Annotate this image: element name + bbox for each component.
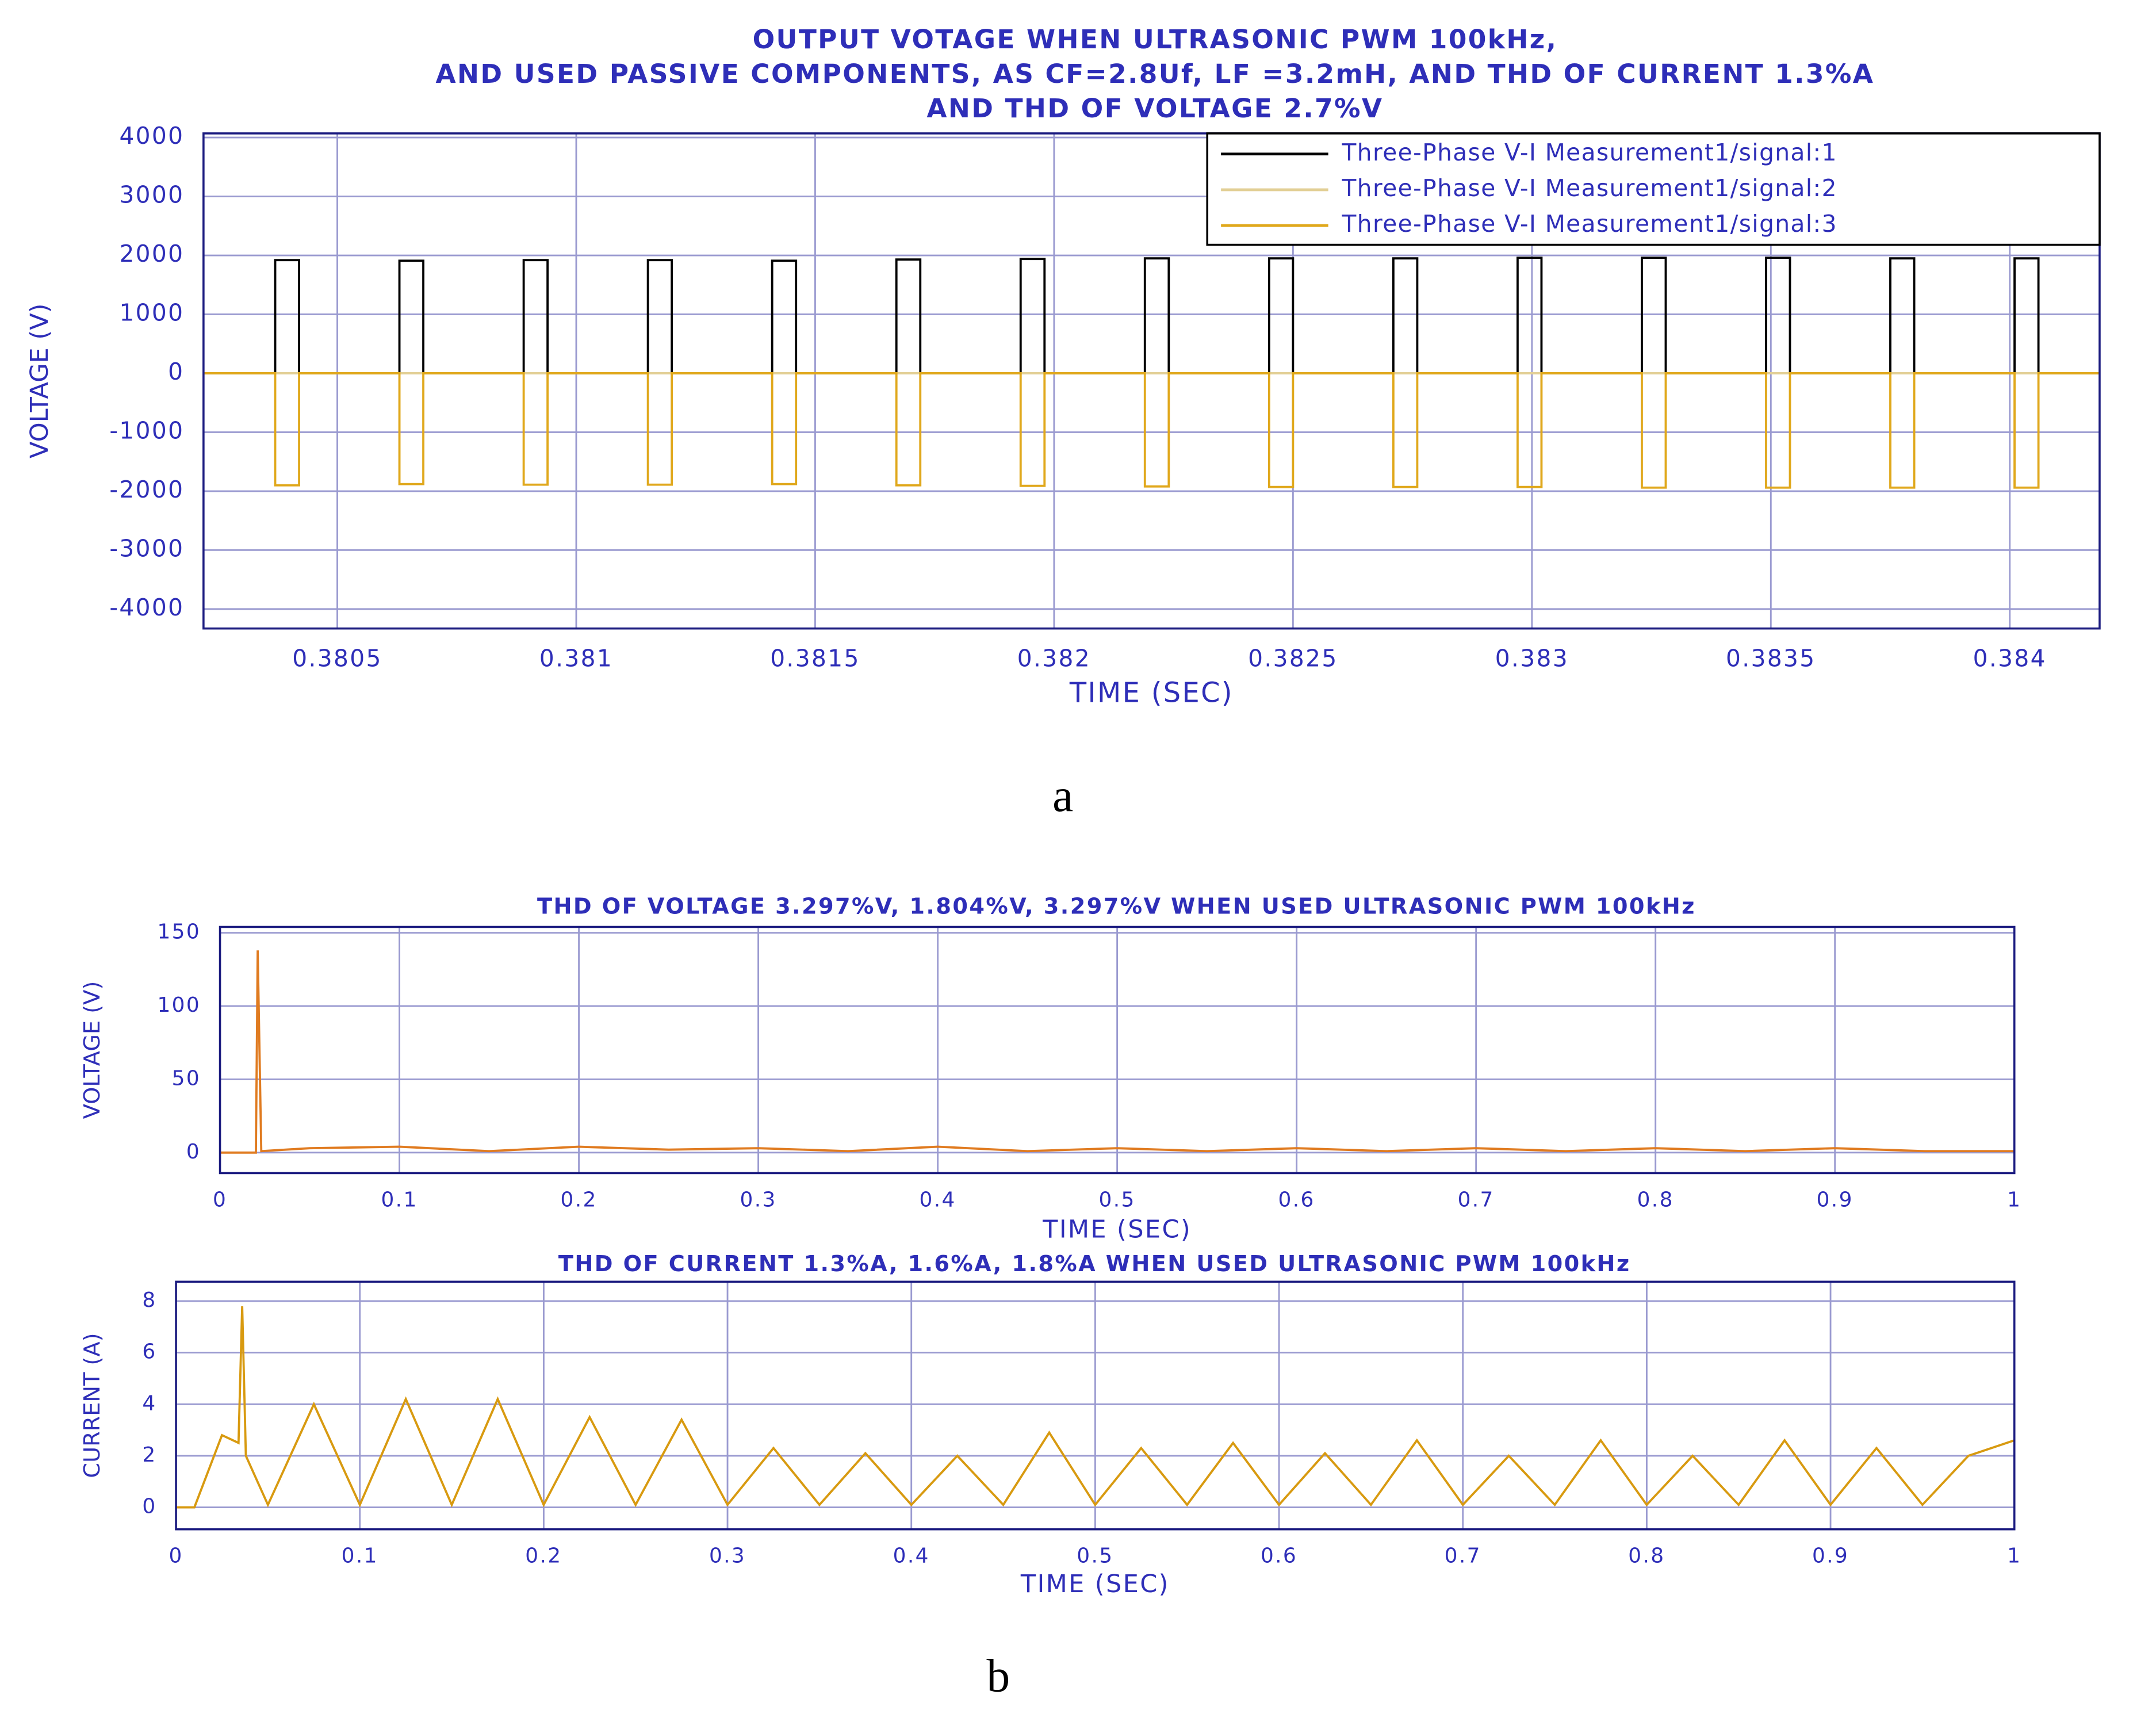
y-tick-label: 100 [157, 993, 201, 1017]
data-line [203, 257, 2100, 374]
x-tick-label: 0.3815 [770, 645, 860, 672]
x-tick-label: 0.3835 [1726, 645, 1816, 672]
y-tick-label: 1000 [119, 299, 184, 326]
chart-title: AND USED PASSIVE COMPONENTS, AS CF=2.8Uf… [435, 59, 1874, 89]
legend-label: Three-Phase V-I Measurement1/signal:2 [1342, 174, 1837, 202]
caption: a [1052, 770, 1073, 821]
x-tick-label: 0.3805 [292, 645, 382, 672]
x-axis-label: TIME (SEC) [1042, 1215, 1192, 1244]
x-tick-label: 0.2 [525, 1544, 562, 1568]
x-tick-label: 0.5 [1099, 1188, 1136, 1211]
y-axis-label: VOLTAGE (V) [79, 981, 105, 1119]
chart-title: THD OF VOLTAGE 3.297%V, 1.804%V, 3.297%V… [537, 894, 1696, 920]
y-tick-label: -4000 [109, 594, 184, 621]
x-tick-label: 0.383 [1495, 645, 1569, 672]
x-tick-label: 0.384 [1973, 645, 2047, 672]
chart-title: THD OF CURRENT 1.3%A, 1.6%A, 1.8%A WHEN … [558, 1251, 1631, 1277]
y-tick-label: 0 [168, 358, 184, 385]
x-tick-label: 0.3 [709, 1544, 746, 1568]
x-tick-label: 0.4 [920, 1188, 956, 1211]
y-tick-label: 4000 [119, 122, 184, 150]
x-tick-label: 0.6 [1278, 1188, 1315, 1211]
x-tick-label: 0.2 [560, 1188, 597, 1211]
plot-frame [219, 925, 2016, 1175]
x-tick-label: 0.1 [381, 1188, 418, 1211]
y-tick-label: 50 [172, 1066, 201, 1090]
chart-title: AND THD OF VOLTAGE 2.7%V [926, 93, 1383, 124]
y-tick-label: -1000 [109, 416, 184, 444]
y-axis-label: VOLTAGE (V) [25, 304, 54, 458]
x-tick-label: 0.8 [1637, 1188, 1674, 1211]
data-line [220, 950, 2015, 1154]
x-axis-label: TIME (SEC) [1069, 677, 1234, 709]
x-axis-label: TIME (SEC) [1020, 1570, 1170, 1598]
x-tick-label: 0.1 [342, 1544, 378, 1568]
plot-frame [175, 1280, 2016, 1531]
x-tick-label: 0.3 [740, 1188, 777, 1211]
legend-label: Three-Phase V-I Measurement1/signal:1 [1342, 139, 1837, 166]
x-tick-label: 1 [2007, 1188, 2021, 1211]
x-tick-label: 0.382 [1017, 645, 1091, 672]
y-tick-label: -2000 [109, 476, 184, 503]
data-line [176, 1306, 2015, 1509]
x-tick-label: 0.9 [1817, 1188, 1854, 1211]
x-tick-label: 0.6 [1261, 1544, 1297, 1568]
y-tick-label: -3000 [109, 534, 184, 562]
x-tick-label: 0.9 [1812, 1544, 1849, 1568]
x-tick-label: 0.7 [1458, 1188, 1495, 1211]
y-tick-label: 150 [157, 920, 201, 944]
x-tick-label: 0.8 [1628, 1544, 1665, 1568]
x-tick-label: 0 [169, 1544, 183, 1568]
y-tick-label: 0 [186, 1140, 201, 1164]
x-tick-label: 1 [2007, 1544, 2021, 1568]
x-tick-label: 0.4 [893, 1544, 930, 1568]
y-tick-label: 6 [142, 1340, 156, 1364]
y-tick-label: 2000 [119, 240, 184, 267]
plot-frame [202, 132, 2101, 630]
legend-box [1206, 132, 2101, 246]
data-line [203, 372, 2100, 489]
y-tick-label: 8 [142, 1288, 156, 1312]
y-tick-label: 2 [142, 1443, 156, 1467]
x-tick-label: 0.5 [1077, 1544, 1113, 1568]
caption: b [987, 1650, 1010, 1701]
legend-label: Three-Phase V-I Measurement1/signal:3 [1342, 210, 1837, 238]
x-tick-label: 0.381 [539, 645, 613, 672]
y-tick-label: 4 [142, 1391, 156, 1415]
x-tick-label: 0.7 [1445, 1544, 1481, 1568]
y-axis-label: CURRENT (A) [79, 1333, 105, 1478]
y-tick-label: 3000 [119, 181, 184, 209]
x-tick-label: 0.3825 [1248, 645, 1338, 672]
x-tick-label: 0 [213, 1188, 227, 1211]
y-tick-label: 0 [142, 1495, 156, 1519]
chart-title: OUTPUT VOTAGE WHEN ULTRASONIC PWM 100kHz… [753, 24, 1558, 55]
